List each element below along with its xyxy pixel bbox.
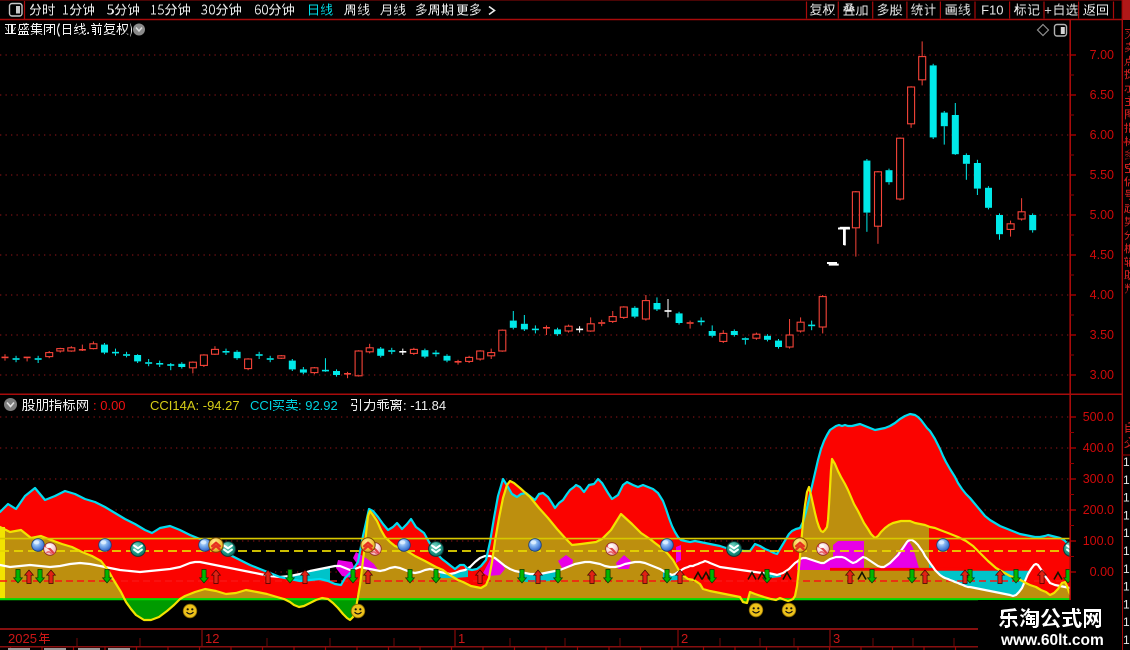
svg-text:2: 2 [681, 631, 688, 646]
svg-text:200.0: 200.0 [1083, 503, 1114, 517]
svg-text:6.00: 6.00 [1090, 128, 1114, 142]
svg-text:6.50: 6.50 [1090, 88, 1114, 102]
svg-text:+: + [1044, 3, 1052, 18]
svg-text:12: 12 [205, 631, 219, 646]
svg-text:1: 1 [1123, 526, 1130, 540]
svg-text:300.0: 300.0 [1083, 472, 1114, 486]
svg-text:4.50: 4.50 [1090, 248, 1114, 262]
svg-text:3.00: 3.00 [1090, 368, 1114, 382]
svg-text:400.0: 400.0 [1083, 441, 1114, 455]
svg-text:1: 1 [1123, 455, 1130, 469]
svg-text:: -11.84: : -11.84 [403, 398, 446, 413]
svg-text:: 0.00: : 0.00 [93, 398, 126, 413]
svg-text:1: 1 [1123, 615, 1130, 629]
svg-text:1: 1 [1123, 473, 1130, 487]
svg-text:F10: F10 [981, 3, 1003, 18]
svg-text:: 92.92: : 92.92 [298, 398, 338, 413]
svg-text:1: 1 [1123, 491, 1130, 505]
svg-text:3: 3 [833, 631, 840, 646]
svg-text:500.0: 500.0 [1083, 410, 1114, 424]
svg-text:www.60lt.com: www.60lt.com [1000, 632, 1104, 649]
svg-text:CCI: CCI [250, 398, 272, 413]
svg-text:2025: 2025 [8, 631, 37, 646]
svg-text:CCI14A: -94.27: CCI14A: -94.27 [150, 398, 240, 413]
svg-text:1: 1 [1123, 508, 1130, 522]
svg-text:5.50: 5.50 [1090, 168, 1114, 182]
svg-text:1: 1 [458, 631, 465, 646]
svg-text:3.50: 3.50 [1090, 328, 1114, 342]
svg-text:1: 1 [1123, 633, 1130, 647]
svg-text:5.00: 5.00 [1090, 208, 1114, 222]
svg-text:1: 1 [1123, 597, 1130, 611]
svg-text:1: 1 [1123, 544, 1130, 558]
svg-text:100.0: 100.0 [1083, 534, 1114, 548]
svg-text:4.00: 4.00 [1090, 288, 1114, 302]
svg-text:1: 1 [1123, 562, 1130, 576]
svg-text:0.00: 0.00 [1090, 565, 1114, 579]
svg-text:7.00: 7.00 [1090, 48, 1114, 62]
svg-text:1: 1 [1123, 580, 1130, 594]
